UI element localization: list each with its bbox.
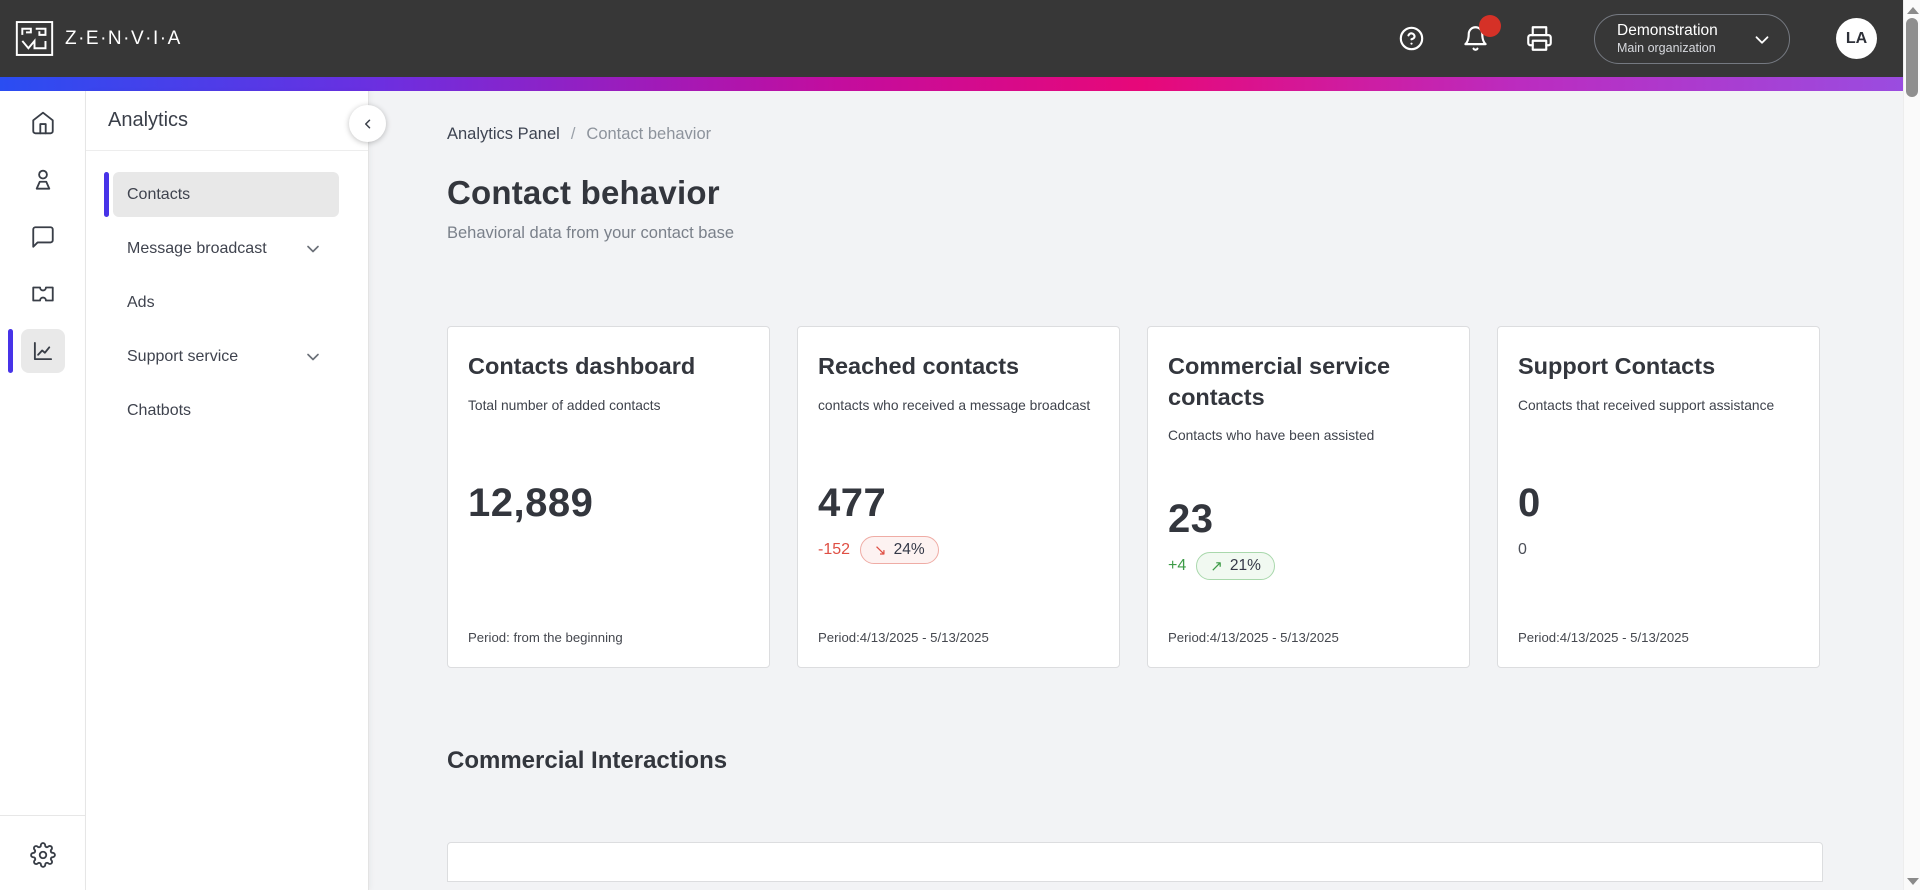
organization-switcher[interactable]: Demonstration Main organization bbox=[1594, 13, 1790, 64]
commercial-interactions-card-partial bbox=[447, 842, 1823, 882]
chevron-down-icon bbox=[303, 347, 323, 367]
organization-subtitle: Main organization bbox=[1617, 41, 1716, 56]
card-contacts-dashboard: Contacts dashboard Total number of added… bbox=[447, 326, 770, 668]
card-reached-contacts: Reached contacts contacts who received a… bbox=[797, 326, 1120, 668]
main-content: Analytics Panel / Contact behavior Conta… bbox=[369, 91, 1903, 890]
chevron-down-icon bbox=[303, 239, 323, 259]
zenvia-logo-icon[interactable] bbox=[15, 20, 54, 57]
home-icon bbox=[31, 111, 54, 135]
page-title: Contact behavior bbox=[447, 174, 720, 211]
sidebar-item-label: Ads bbox=[127, 293, 155, 311]
rail-item-settings[interactable] bbox=[0, 833, 86, 877]
card-title: Support Contacts bbox=[1518, 353, 1716, 379]
card-title: Commercial service contacts bbox=[1168, 353, 1391, 410]
trend-percent: 24% bbox=[893, 541, 925, 559]
rail-item-conversations[interactable] bbox=[0, 215, 86, 259]
delta-value: -152 bbox=[818, 541, 851, 559]
icon-rail bbox=[0, 91, 86, 890]
sidebar-title: Analytics bbox=[108, 109, 189, 131]
chevron-left-icon bbox=[364, 119, 370, 128]
notification-dot bbox=[1479, 14, 1501, 37]
card-delta-row bbox=[468, 534, 749, 566]
card-title: Contacts dashboard bbox=[468, 353, 696, 379]
rail-divider bbox=[0, 815, 85, 816]
card-description: contacts who received a message broadcas… bbox=[818, 397, 1091, 413]
card-description: Contacts who have been assisted bbox=[1168, 428, 1375, 444]
card-period: Period:4/13/2025 - 5/13/2025 bbox=[818, 630, 989, 645]
sidebar-item-ads[interactable]: Ads bbox=[113, 280, 339, 325]
card-support-contacts: Support Contacts Contacts that received … bbox=[1497, 326, 1820, 668]
section-title-commercial-interactions: Commercial Interactions bbox=[447, 747, 728, 774]
card-value: 23 bbox=[1168, 496, 1214, 541]
brand-gradient-bar bbox=[0, 77, 1903, 91]
card-title: Reached contacts bbox=[818, 353, 1020, 379]
bell-icon bbox=[1463, 26, 1487, 51]
card-value: 477 bbox=[818, 481, 887, 526]
card-value: 0 bbox=[1518, 481, 1541, 526]
card-value: 12,889 bbox=[468, 481, 594, 526]
scrollbar-thumb[interactable] bbox=[1906, 18, 1918, 97]
scrollbar-up-arrow-icon[interactable] bbox=[1907, 7, 1919, 14]
contacts-icon bbox=[35, 169, 50, 190]
stat-cards-row: Contacts dashboard Total number of added… bbox=[447, 326, 1903, 668]
notifications-button[interactable] bbox=[1460, 14, 1501, 54]
card-description: Total number of added contacts bbox=[468, 397, 661, 413]
chat-icon bbox=[31, 226, 54, 248]
settings-icon bbox=[30, 842, 56, 868]
sidebar-item-message-broadcast[interactable]: Message broadcast bbox=[113, 226, 339, 271]
trend-badge-up: ↗ 21% bbox=[1196, 551, 1275, 580]
card-period: Period: from the beginning bbox=[468, 630, 623, 645]
card-description: Contacts that received support assistanc… bbox=[1518, 397, 1775, 413]
sidebar-nav: Contacts Message broadcast Ads Support s… bbox=[86, 151, 368, 433]
card-delta-row: -152 ↘ 24% bbox=[818, 534, 1099, 566]
sidebar-item-label: Support service bbox=[127, 347, 239, 365]
scrollbar-down-arrow-icon[interactable] bbox=[1907, 878, 1919, 885]
delta-value: 0 bbox=[1518, 541, 1527, 559]
print-button[interactable] bbox=[1524, 24, 1554, 54]
organization-name: Demonstration bbox=[1617, 21, 1718, 39]
sidebar-item-chatbots[interactable]: Chatbots bbox=[113, 388, 339, 433]
sidebar-item-label: Message broadcast bbox=[127, 239, 267, 257]
trend-down-arrow-icon: ↘ bbox=[874, 542, 887, 560]
sidebar-item-support-service[interactable]: Support service bbox=[113, 334, 339, 379]
rail-item-home[interactable] bbox=[0, 101, 86, 145]
printer-icon bbox=[1526, 26, 1552, 51]
delta-value: +4 bbox=[1168, 556, 1187, 574]
zenvia-wordmark: Z·E·N·V·I·A bbox=[65, 27, 182, 49]
breadcrumb: Analytics Panel / Contact behavior bbox=[447, 125, 1903, 144]
rail-item-tickets[interactable] bbox=[0, 272, 86, 316]
rail-bottom bbox=[0, 815, 85, 890]
analytics-icon bbox=[33, 341, 52, 361]
breadcrumb-separator: / bbox=[570, 125, 576, 143]
card-delta-row: +4 ↗ 21% bbox=[1168, 550, 1449, 582]
sidebar-header: Analytics bbox=[86, 91, 386, 151]
card-period: Period:4/13/2025 - 5/13/2025 bbox=[1518, 630, 1689, 645]
breadcrumb-current: Contact behavior bbox=[586, 125, 712, 143]
sidebar-item-contacts[interactable]: Contacts bbox=[104, 172, 339, 217]
ticket-icon bbox=[31, 286, 54, 302]
sidebar-item-label: Chatbots bbox=[127, 401, 192, 419]
sidebar-item-label: Contacts bbox=[127, 185, 191, 203]
chevron-down-icon bbox=[1751, 29, 1773, 56]
vertical-scrollbar[interactable] bbox=[1903, 0, 1920, 890]
user-avatar[interactable]: LA bbox=[1836, 18, 1877, 59]
rail-item-analytics[interactable] bbox=[0, 329, 86, 373]
help-icon bbox=[1399, 26, 1423, 51]
trend-badge-down: ↘ 24% bbox=[860, 536, 939, 565]
trend-up-arrow-icon: ↗ bbox=[1210, 557, 1223, 575]
rail-item-contacts[interactable] bbox=[0, 158, 86, 202]
trend-percent: 21% bbox=[1229, 556, 1261, 574]
sidebar-collapse-button[interactable] bbox=[349, 105, 386, 142]
card-delta-row: 0 bbox=[1518, 534, 1799, 566]
topbar: Z·E·N·V·I·A Demonstration bbox=[0, 0, 1903, 77]
breadcrumb-analytics-panel[interactable]: Analytics Panel bbox=[447, 125, 560, 143]
page-subtitle: Behavioral data from your contact base bbox=[447, 224, 735, 242]
card-period: Period:4/13/2025 - 5/13/2025 bbox=[1168, 629, 1339, 645]
analytics-sidebar: Analytics Contacts Message broadcast Ads… bbox=[86, 91, 386, 890]
card-commercial-service-contacts: Commercial service contacts Contacts who… bbox=[1147, 326, 1470, 668]
help-button[interactable] bbox=[1396, 24, 1426, 54]
